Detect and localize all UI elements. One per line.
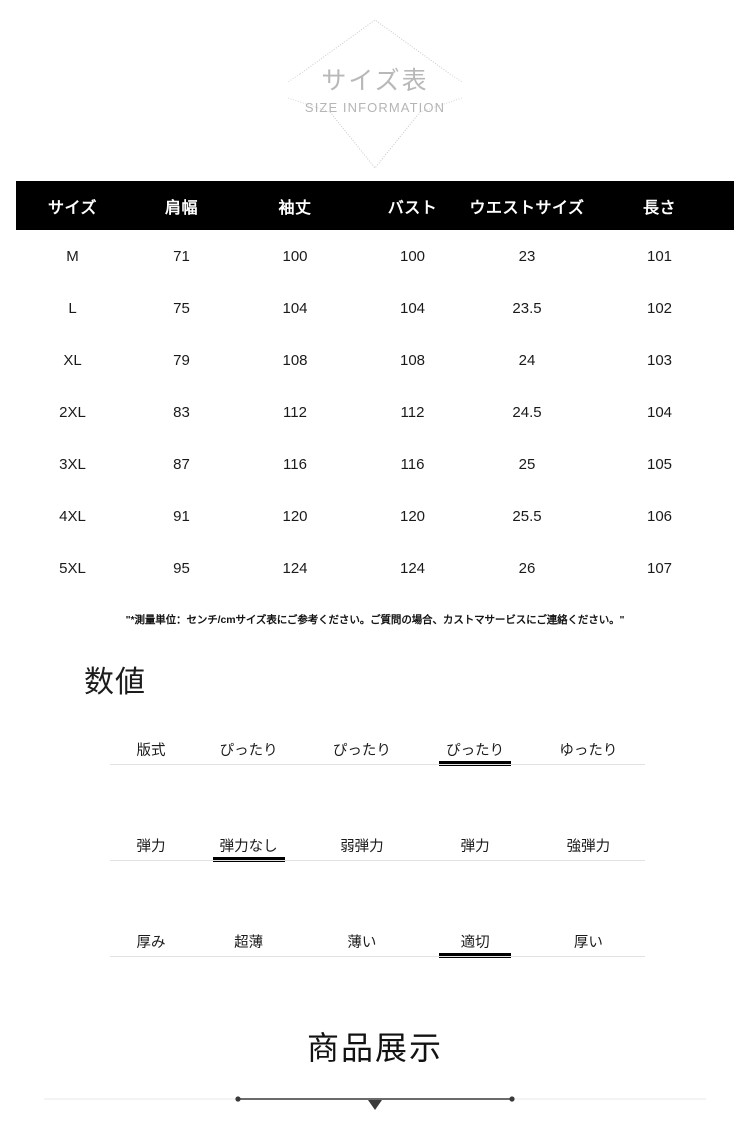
size-table-body: M 71 100 100 23 101 L 75 104 104 23.5 10… [16,230,734,594]
hero-text-block: サイズ表 SIZE INFORMATION [0,66,750,116]
size-table-head: サイズ 肩幅 袖丈 バスト ウエストサイズ 長さ [16,181,734,230]
triangle-down-icon [368,1100,382,1110]
attribute-row-thickness: 厚み 超薄 薄い 適切 厚い [0,918,750,1014]
diamond-outline-icon [287,19,463,169]
attribute-option-fit-1[interactable]: ぴったり [332,743,391,759]
hero-title-jp: サイズ表 [321,67,429,95]
attribute-cells: 版式 ぴったり ぴったり ぴったり ゆったり [110,726,645,764]
attribute-option-elasticity-0[interactable]: 弾力なし [192,822,305,860]
table-row: M 71 100 100 23 101 [16,230,734,282]
cell-waist: 24 [518,351,536,369]
product-display-section: 商品展示 [0,1026,750,1129]
attribute-option-thickness-0[interactable]: 超薄 [234,935,264,951]
cell-length: 106 [646,507,673,525]
cell-waist: 24.5 [512,403,542,421]
cell-shoulder: 75 [173,299,190,317]
attribute-option-elasticity-1[interactable]: 弱弾力 [340,839,384,855]
product-display-title: 商品展示 [306,1030,443,1066]
cell-sleeve: 120 [282,507,308,525]
table-row: L 75 104 104 23.5 102 [16,282,734,334]
cell-length: 102 [646,299,673,317]
attribute-option-elasticity-3[interactable]: 強弾力 [566,839,611,855]
hero-banner: サイズ表 SIZE INFORMATION [0,0,750,180]
attribute-divider [110,764,645,765]
cell-shoulder: 79 [173,351,190,369]
attribute-row-elasticity: 弾力 弾力なし 弱弾力 弾力 強弾力 [0,822,750,918]
attribute-option-fit-2[interactable]: ぴったり [419,726,532,764]
attribute-divider [110,956,645,957]
attribute-label-thickness: 厚み [136,935,166,951]
cell-size: L [68,299,77,317]
measurement-note: "*測量単位：センチ/cmサイズ表にご参考ください。ご質問の場合、カストマサービ… [125,614,625,626]
attribute-cells: 厚み 超薄 薄い 適切 厚い [110,918,645,956]
cell-bust: 100 [399,247,426,265]
cell-bust: 104 [399,299,426,317]
table-header-row: サイズ 肩幅 袖丈 バスト ウエストサイズ 長さ [16,181,734,230]
attribute-option-fit-3[interactable]: ゆったり [559,743,618,759]
cell-bust: 116 [400,455,425,473]
attribute-option-fit-0[interactable]: ぴったり [219,743,278,759]
attribute-label-fit: 版式 [136,743,166,759]
divider-dot-left [235,1096,241,1102]
attribute-option-elasticity-2[interactable]: 弾力 [460,839,490,855]
attribute-label-elasticity: 弾力 [136,839,166,855]
cell-length: 104 [646,403,673,421]
cell-shoulder: 87 [173,455,190,473]
column-header-length: 長さ [642,199,676,217]
cell-bust: 124 [399,559,426,577]
cell-sleeve: 112 [283,403,307,421]
table-row: 3XL 87 116 116 25 105 [16,438,734,490]
cell-length: 105 [646,455,673,473]
attribute-divider [110,860,645,861]
attribute-row-fit: 版式 ぴったり ぴったり ぴったり ゆったり [0,726,750,822]
cell-size: 4XL [59,507,86,525]
cell-size: 3XL [59,455,86,473]
attribute-option-thickness-3[interactable]: 厚い [573,935,603,951]
attribute-cells: 弾力 弾力なし 弱弾力 弾力 強弾力 [110,822,645,860]
cell-size: 2XL [59,403,86,421]
cell-sleeve: 108 [282,351,308,369]
cell-waist: 25 [518,455,536,473]
cell-shoulder: 83 [173,403,190,421]
cell-bust: 108 [399,351,426,369]
hero-title-en: SIZE INFORMATION [304,100,446,115]
cell-waist: 23 [518,247,536,265]
cell-waist: 23.5 [512,299,542,317]
cell-waist: 26 [518,559,536,577]
table-row: XL 79 108 108 24 103 [16,334,734,386]
size-table-wrapper: サイズ 肩幅 袖丈 バスト ウエストサイズ 長さ M 71 100 100 23… [16,181,734,594]
attribute-option-thickness-1[interactable]: 薄い [347,935,377,951]
column-header-shoulder: 肩幅 [164,199,198,217]
cell-shoulder: 91 [173,507,190,525]
table-row: 2XL 83 112 112 24.5 104 [16,386,734,438]
decorative-divider [44,1096,706,1110]
cell-shoulder: 71 [173,247,190,265]
column-header-bust: バスト [387,199,438,217]
cell-bust: 120 [399,507,426,525]
attribute-rows: 版式 ぴったり ぴったり ぴったり ゆったり 弾力 弾力なし 弱弾力 弾力 強弾… [0,726,750,1014]
attribute-option-thickness-2[interactable]: 適切 [419,918,532,956]
cell-shoulder: 95 [173,559,190,577]
cell-length: 101 [646,247,673,265]
cell-bust: 112 [400,403,425,421]
divider-dot-right [509,1096,515,1102]
column-header-waist: ウエストサイズ [469,199,585,217]
cell-size: XL [63,351,82,369]
column-header-size: サイズ [47,199,98,217]
cell-sleeve: 104 [282,299,308,317]
cell-sleeve: 124 [282,559,308,577]
cell-length: 103 [646,351,673,369]
size-table: サイズ 肩幅 袖丈 バスト ウエストサイズ 長さ M 71 100 100 23… [16,181,734,594]
cell-size: 5XL [59,559,86,577]
column-header-sleeve: 袖丈 [278,199,312,217]
table-row: 5XL 95 124 124 26 107 [16,542,734,594]
numeric-section-heading: 数値 [84,666,146,699]
cell-waist: 25.5 [512,507,542,525]
cell-sleeve: 116 [283,455,307,473]
table-row: 4XL 91 120 120 25.5 106 [16,490,734,542]
cell-size: M [66,247,79,265]
cell-sleeve: 100 [282,247,308,265]
cell-length: 107 [646,559,673,577]
